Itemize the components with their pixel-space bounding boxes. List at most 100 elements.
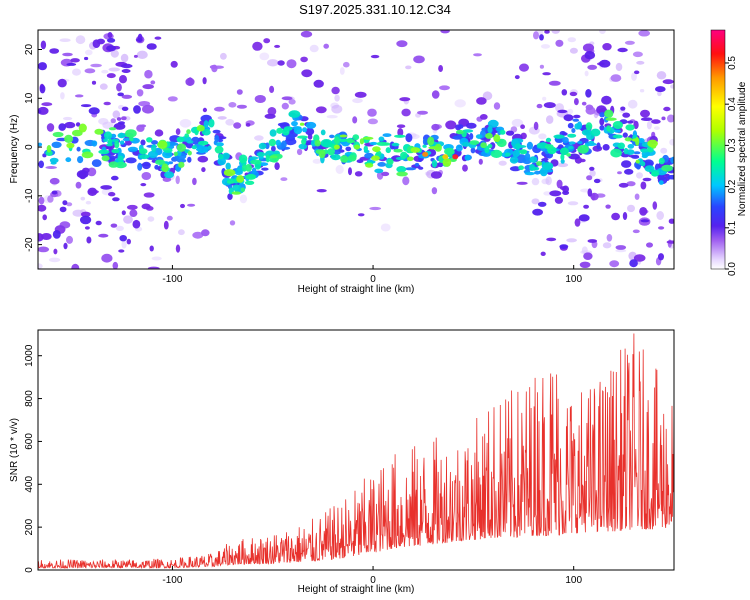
spectrogram-blob xyxy=(204,146,209,153)
spectrogram-blob xyxy=(66,62,77,66)
spectrogram-blob xyxy=(125,157,137,164)
spectrogram-blob xyxy=(599,112,605,118)
colorbar-ticks: 0.0 0.1 0.2 0.3 0.4 0.5 xyxy=(725,56,738,276)
spectrogram-blob xyxy=(444,147,455,155)
spectrogram-blob xyxy=(217,116,227,120)
spectrogram-blob xyxy=(154,36,162,40)
spectrogram-blob xyxy=(587,188,593,197)
spectrogram-blob xyxy=(214,145,224,154)
spectrogram-blob xyxy=(120,63,133,69)
spectrogram-blob xyxy=(121,106,129,112)
spectrogram-blob xyxy=(584,51,596,60)
spectrogram-blob xyxy=(86,236,92,244)
spectrogram-blobs xyxy=(38,30,674,269)
spectrogram-blob xyxy=(566,153,572,157)
spectrogram-blob xyxy=(53,248,58,255)
spectrogram-blob xyxy=(154,164,159,170)
spectrogram-blob xyxy=(410,147,421,153)
spectrogram-blob xyxy=(487,143,493,149)
spectrogram-blob xyxy=(397,127,404,137)
spectrogram-blob xyxy=(382,133,392,138)
spectrogram-blob xyxy=(569,91,578,97)
spectrogram-blob xyxy=(150,80,156,85)
spectrogram-blob xyxy=(352,134,360,141)
spectrogram-blob xyxy=(173,151,178,157)
spectrogram-blob xyxy=(284,138,297,146)
spectrogram-blob xyxy=(133,54,138,58)
spectrogram-blob xyxy=(574,123,581,130)
spectrogram-blob xyxy=(545,137,552,143)
spectrogram-blob xyxy=(186,140,194,144)
spectrogram-blob xyxy=(334,136,340,145)
chart-title: S197.2025.331.10.12.C34 xyxy=(299,2,451,17)
spectrogram-blob xyxy=(620,106,626,111)
spectrogram-blob xyxy=(663,106,671,112)
spectrogram-ytick-label: 0 xyxy=(24,144,35,150)
spectrogram-blob xyxy=(601,95,612,105)
spectrogram-blob xyxy=(76,146,81,152)
spectrogram-blob xyxy=(593,178,601,184)
spectrogram-blob xyxy=(668,218,674,224)
spectrogram-blob xyxy=(431,187,438,195)
spectrogram-blob xyxy=(99,83,108,90)
spectrogram-blob xyxy=(200,114,212,123)
spectrogram-blob xyxy=(400,151,408,159)
spectrogram-blob xyxy=(139,124,147,128)
spectrogram-blob xyxy=(557,109,568,114)
spectrogram-blob xyxy=(175,244,181,253)
spectrogram-blob xyxy=(274,162,280,171)
spectrogram-blob xyxy=(254,95,266,103)
snr-ytick-label: 600 xyxy=(24,433,35,450)
spectrogram-blob xyxy=(84,56,89,61)
spectrogram-blob xyxy=(417,110,428,115)
spectrogram-ytick-label: -10 xyxy=(24,188,35,203)
colorbar-tick-label: 0.4 xyxy=(727,97,738,111)
spectrogram-blob xyxy=(490,149,503,158)
spectrogram-blob xyxy=(38,160,44,169)
spectrogram-blob xyxy=(476,97,487,105)
spectrogram-blob xyxy=(627,120,634,124)
spectrogram-blob xyxy=(164,171,175,179)
spectrogram-blob xyxy=(401,108,411,117)
spectrogram-blob xyxy=(139,154,150,160)
spectrogram-blob xyxy=(137,162,143,171)
spectrogram-blob xyxy=(49,177,60,185)
spectrogram-blob xyxy=(41,102,53,107)
spectrogram-blob xyxy=(624,168,634,175)
spectrogram-blob xyxy=(94,128,104,135)
spectrogram-blob xyxy=(147,150,158,159)
spectrogram-blob xyxy=(63,242,68,250)
spectrogram-blob xyxy=(192,177,197,186)
snr-ytick-label: 800 xyxy=(24,390,35,407)
spectrogram-blob xyxy=(526,141,534,150)
spectrogram-blob xyxy=(101,69,109,74)
spectrogram-blob xyxy=(225,162,231,170)
spectrogram-blob xyxy=(38,246,50,253)
spectrogram-blob xyxy=(402,176,410,186)
spectrogram-blob xyxy=(555,39,564,47)
spectrogram-blob xyxy=(478,158,483,165)
spectrogram-blob xyxy=(549,190,562,197)
spectrogram-blob xyxy=(568,145,574,150)
spectrogram-blob xyxy=(524,171,535,176)
spectrogram-blob xyxy=(38,263,43,269)
spectrogram-blob xyxy=(63,116,73,121)
spectrogram-blob xyxy=(333,150,341,155)
spectrogram-blob xyxy=(380,223,391,232)
spectrogram-blob xyxy=(431,159,438,168)
spectrogram-blob xyxy=(514,75,520,80)
spectrogram-blob xyxy=(80,104,92,108)
spectrogram-blob xyxy=(245,123,251,127)
spectrogram-blob xyxy=(606,125,611,132)
spectrogram-blob xyxy=(560,153,565,161)
spectrogram-blob xyxy=(269,155,278,159)
spectrogram-blob xyxy=(381,171,390,177)
spectrogram-blob xyxy=(563,114,574,122)
spectrogram-blob xyxy=(201,229,210,237)
spectrogram-blob xyxy=(639,89,645,93)
spectrogram-blob xyxy=(223,169,236,177)
spectrogram-blob xyxy=(333,144,340,150)
spectrogram-blob xyxy=(442,158,452,167)
